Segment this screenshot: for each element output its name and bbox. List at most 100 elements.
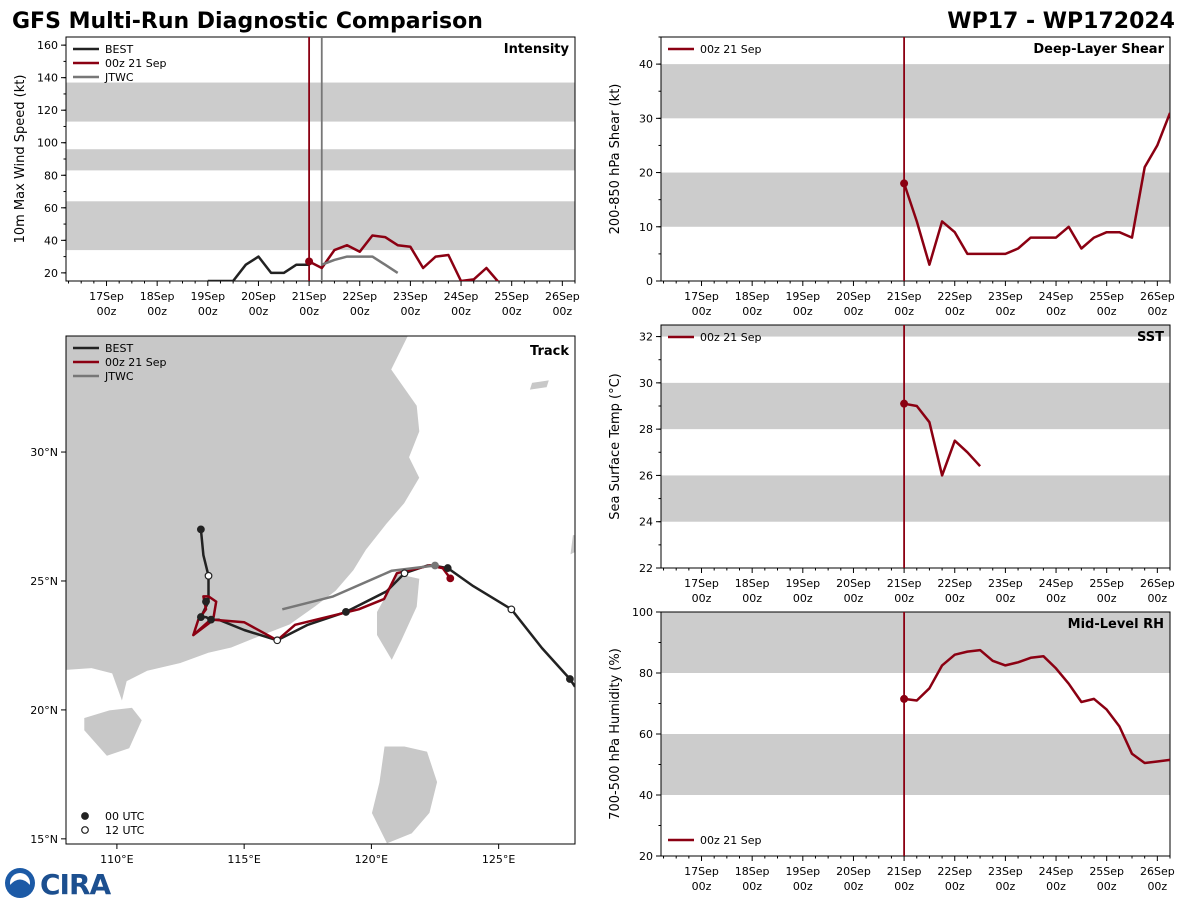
data-point: [900, 400, 908, 408]
y-tick-label: 40: [639, 58, 653, 71]
lat-tick-label: 30°N: [30, 446, 58, 459]
x-tick-label: 00z: [1097, 880, 1117, 893]
x-tick-label: 21Sep: [887, 865, 922, 878]
threshold-band: [661, 64, 1170, 118]
track-point: [208, 616, 215, 623]
x-tick-label: 00z: [1097, 592, 1117, 605]
x-tick-label: 26Sep: [1140, 577, 1175, 590]
threshold-band: [66, 83, 575, 122]
y-axis-label: 10m Max Wind Speed (kt): [13, 75, 28, 244]
x-tick-label: 26Sep: [1140, 290, 1175, 303]
y-tick-label: 20: [639, 850, 653, 863]
y-tick-label: 60: [639, 728, 653, 741]
y-tick-label: 40: [639, 789, 653, 802]
x-tick-label: 00z: [1046, 880, 1066, 893]
y-axis-label: 200-850 hPa Shear (kt): [608, 84, 623, 235]
x-tick-label: 25Sep: [494, 290, 529, 303]
marker-legend-label: 00 UTC: [105, 810, 145, 823]
lon-tick-label: 120°E: [355, 853, 388, 866]
track-point: [205, 573, 212, 580]
x-tick-label: 00z: [793, 592, 813, 605]
x-tick-label: 18Sep: [140, 290, 175, 303]
x-tick-label: 00z: [249, 305, 269, 318]
x-tick-label: 19Sep: [190, 290, 225, 303]
x-tick-label: 25Sep: [1089, 865, 1124, 878]
x-tick-label: 00z: [742, 305, 762, 318]
y-tick-label: 32: [639, 331, 653, 344]
track-point: [444, 565, 451, 572]
y-axis-label: Sea Surface Temp (°C): [608, 373, 623, 520]
x-tick-label: 24Sep: [444, 290, 479, 303]
x-tick-label: 23Sep: [988, 865, 1023, 878]
x-tick-label: 21Sep: [292, 290, 327, 303]
x-tick-label: 20Sep: [836, 290, 871, 303]
threshold-band: [66, 201, 575, 250]
y-tick-label: 30: [639, 377, 653, 390]
x-tick-label: 00z: [793, 880, 813, 893]
x-tick-label: 24Sep: [1039, 577, 1074, 590]
panel-title: Deep-Layer Shear: [1033, 42, 1164, 57]
data-point: [305, 257, 313, 265]
panel-title: Track: [530, 344, 569, 359]
x-tick-label: 00z: [552, 305, 572, 318]
track-point: [203, 598, 210, 605]
x-tick-label: 17Sep: [684, 865, 719, 878]
x-tick-label: 00z: [894, 592, 914, 605]
track-point: [508, 606, 515, 613]
x-tick-label: 00z: [1046, 592, 1066, 605]
track-point: [432, 562, 439, 569]
x-tick-label: 00z: [793, 305, 813, 318]
x-tick-label: 00z: [894, 880, 914, 893]
x-tick-label: 23Sep: [393, 290, 428, 303]
panel-title: SST: [1137, 330, 1164, 345]
x-tick-label: 20Sep: [241, 290, 276, 303]
x-tick-label: 00z: [692, 880, 712, 893]
x-tick-label: 00z: [401, 305, 421, 318]
lat-tick-label: 20°N: [30, 704, 58, 717]
x-tick-label: 24Sep: [1039, 290, 1074, 303]
track-point: [401, 570, 408, 577]
track-point: [198, 526, 205, 533]
marker-legend-symbol: [82, 827, 89, 834]
x-tick-label: 17Sep: [684, 577, 719, 590]
marker-legend-label: 12 UTC: [105, 824, 145, 837]
logo-wordmark: CIRA: [40, 868, 112, 900]
track-point: [198, 614, 205, 621]
y-tick-label: 100: [37, 137, 58, 150]
lon-tick-label: 110°E: [100, 853, 133, 866]
legend-label: 00z 21 Sep: [105, 57, 167, 70]
lon-tick-label: 125°E: [482, 853, 515, 866]
y-tick-label: 100: [632, 606, 653, 619]
x-tick-label: 22Sep: [937, 290, 972, 303]
x-tick-label: 00z: [945, 592, 965, 605]
x-tick-label: 00z: [1147, 592, 1167, 605]
x-tick-label: 19Sep: [785, 577, 820, 590]
x-tick-label: 00z: [1147, 880, 1167, 893]
track-point: [274, 637, 281, 644]
legend-label: BEST: [105, 342, 133, 355]
legend-label: 00z 21 Sep: [700, 834, 762, 847]
x-tick-label: 20Sep: [836, 865, 871, 878]
track-point: [447, 575, 454, 582]
x-tick-label: 25Sep: [1089, 577, 1124, 590]
legend-label: 00z 21 Sep: [700, 43, 762, 56]
x-tick-label: 00z: [996, 305, 1016, 318]
y-tick-label: 22: [639, 562, 653, 575]
legend-label: 00z 21 Sep: [700, 331, 762, 344]
track-point: [567, 676, 574, 683]
x-tick-label: 00z: [894, 305, 914, 318]
x-tick-label: 00z: [97, 305, 117, 318]
y-tick-label: 80: [639, 667, 653, 680]
data-point: [900, 695, 908, 703]
x-tick-label: 00z: [451, 305, 471, 318]
lat-tick-label: 15°N: [30, 833, 58, 846]
y-tick-label: 160: [37, 39, 58, 52]
figure-title: GFS Multi-Run Diagnostic Comparison: [12, 9, 483, 34]
storm-id: WP17 - WP172024: [947, 9, 1175, 34]
legend-label: BEST: [105, 43, 133, 56]
x-tick-label: 00z: [844, 305, 864, 318]
x-tick-label: 22Sep: [937, 865, 972, 878]
x-tick-label: 20Sep: [836, 577, 871, 590]
x-tick-label: 24Sep: [1039, 865, 1074, 878]
threshold-band: [661, 475, 1170, 521]
